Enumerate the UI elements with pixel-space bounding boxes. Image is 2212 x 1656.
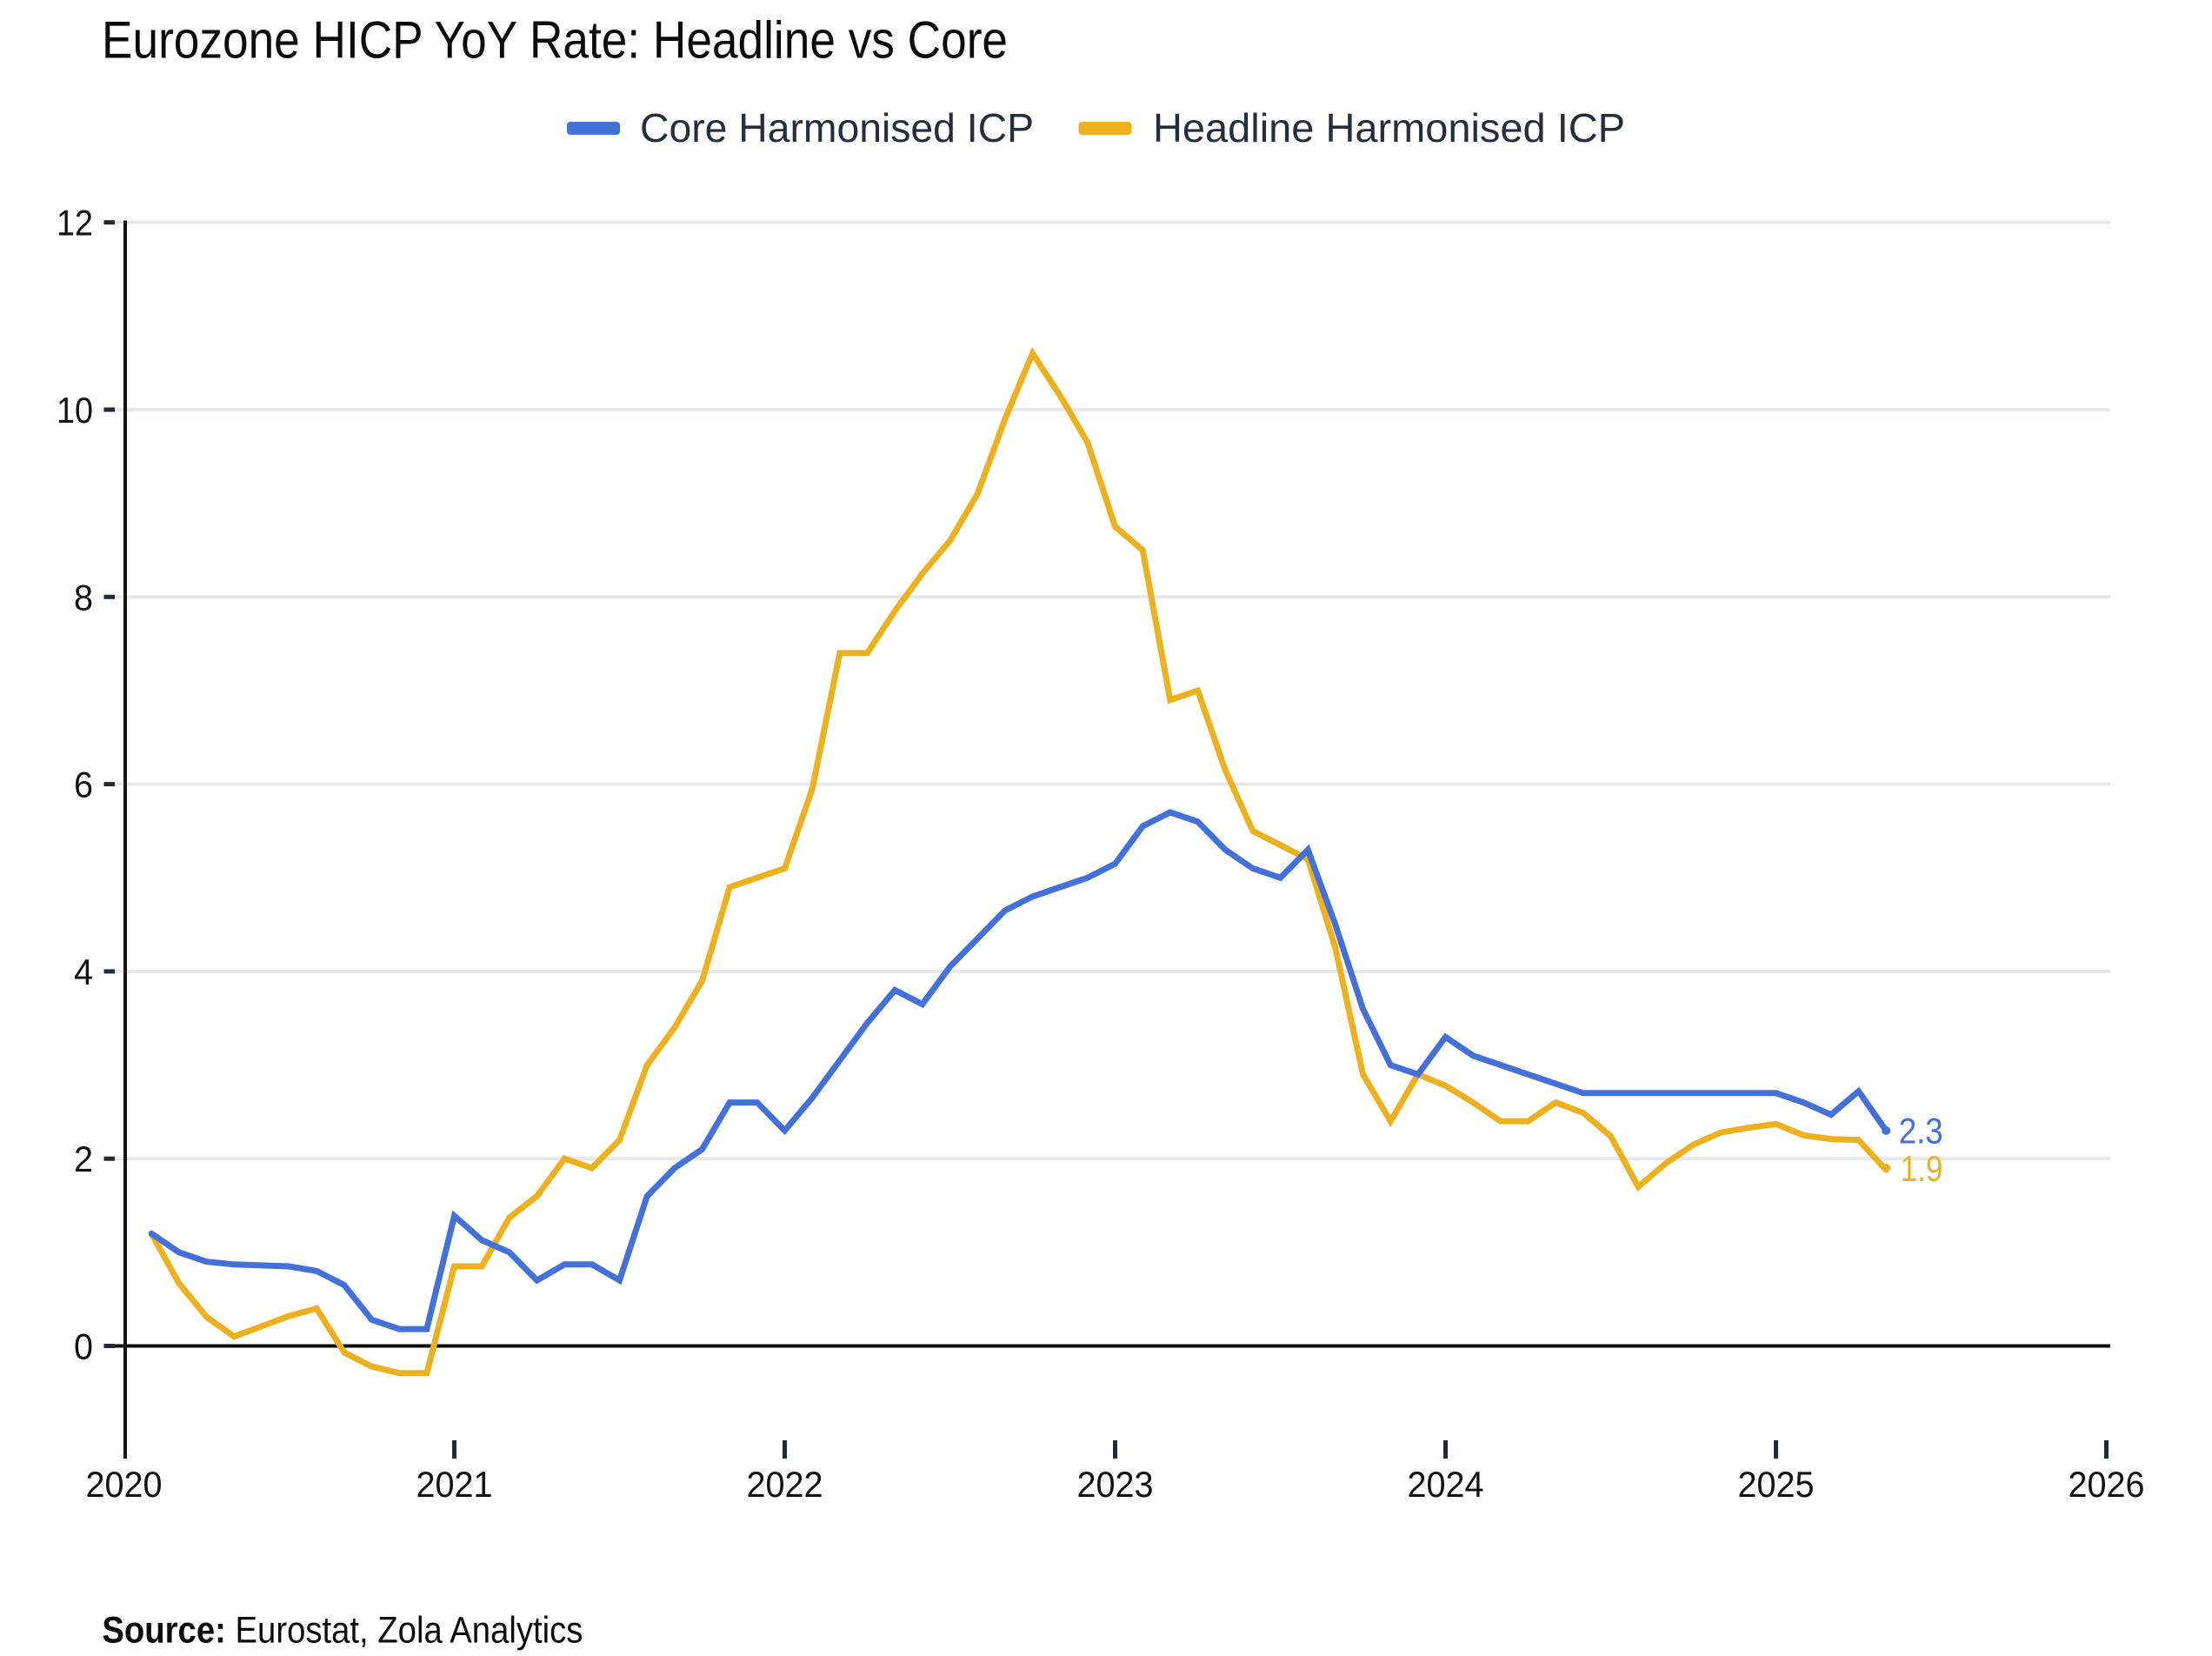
svg-text:6: 6 — [74, 765, 93, 805]
svg-text:2026: 2026 — [2069, 1464, 2145, 1505]
svg-text:2023: 2023 — [1077, 1464, 1154, 1505]
svg-text:1.9: 1.9 — [1901, 1148, 1943, 1189]
svg-text:Core Harmonised ICP: Core Harmonised ICP — [640, 105, 1034, 150]
svg-text:2: 2 — [74, 1138, 93, 1179]
svg-text:2022: 2022 — [747, 1464, 823, 1505]
svg-text:12: 12 — [57, 203, 93, 244]
svg-text:8: 8 — [74, 577, 93, 618]
svg-text:10: 10 — [57, 390, 93, 431]
svg-text:Source: Eurostat, Zola Analyti: Source: Eurostat, Zola Analytics — [102, 1610, 583, 1652]
svg-text:2025: 2025 — [1738, 1464, 1815, 1505]
svg-text:Eurozone HICP YoY Rate: Headli: Eurozone HICP YoY Rate: Headline vs Core — [102, 11, 1008, 70]
svg-text:Headline Harmonised ICP: Headline Harmonised ICP — [1153, 105, 1625, 150]
svg-text:4: 4 — [74, 952, 93, 992]
svg-text:2024: 2024 — [1408, 1464, 1484, 1505]
svg-text:2021: 2021 — [416, 1464, 493, 1505]
svg-text:2.3: 2.3 — [1899, 1111, 1943, 1152]
svg-text:2020: 2020 — [86, 1464, 163, 1505]
svg-text:0: 0 — [74, 1326, 93, 1367]
